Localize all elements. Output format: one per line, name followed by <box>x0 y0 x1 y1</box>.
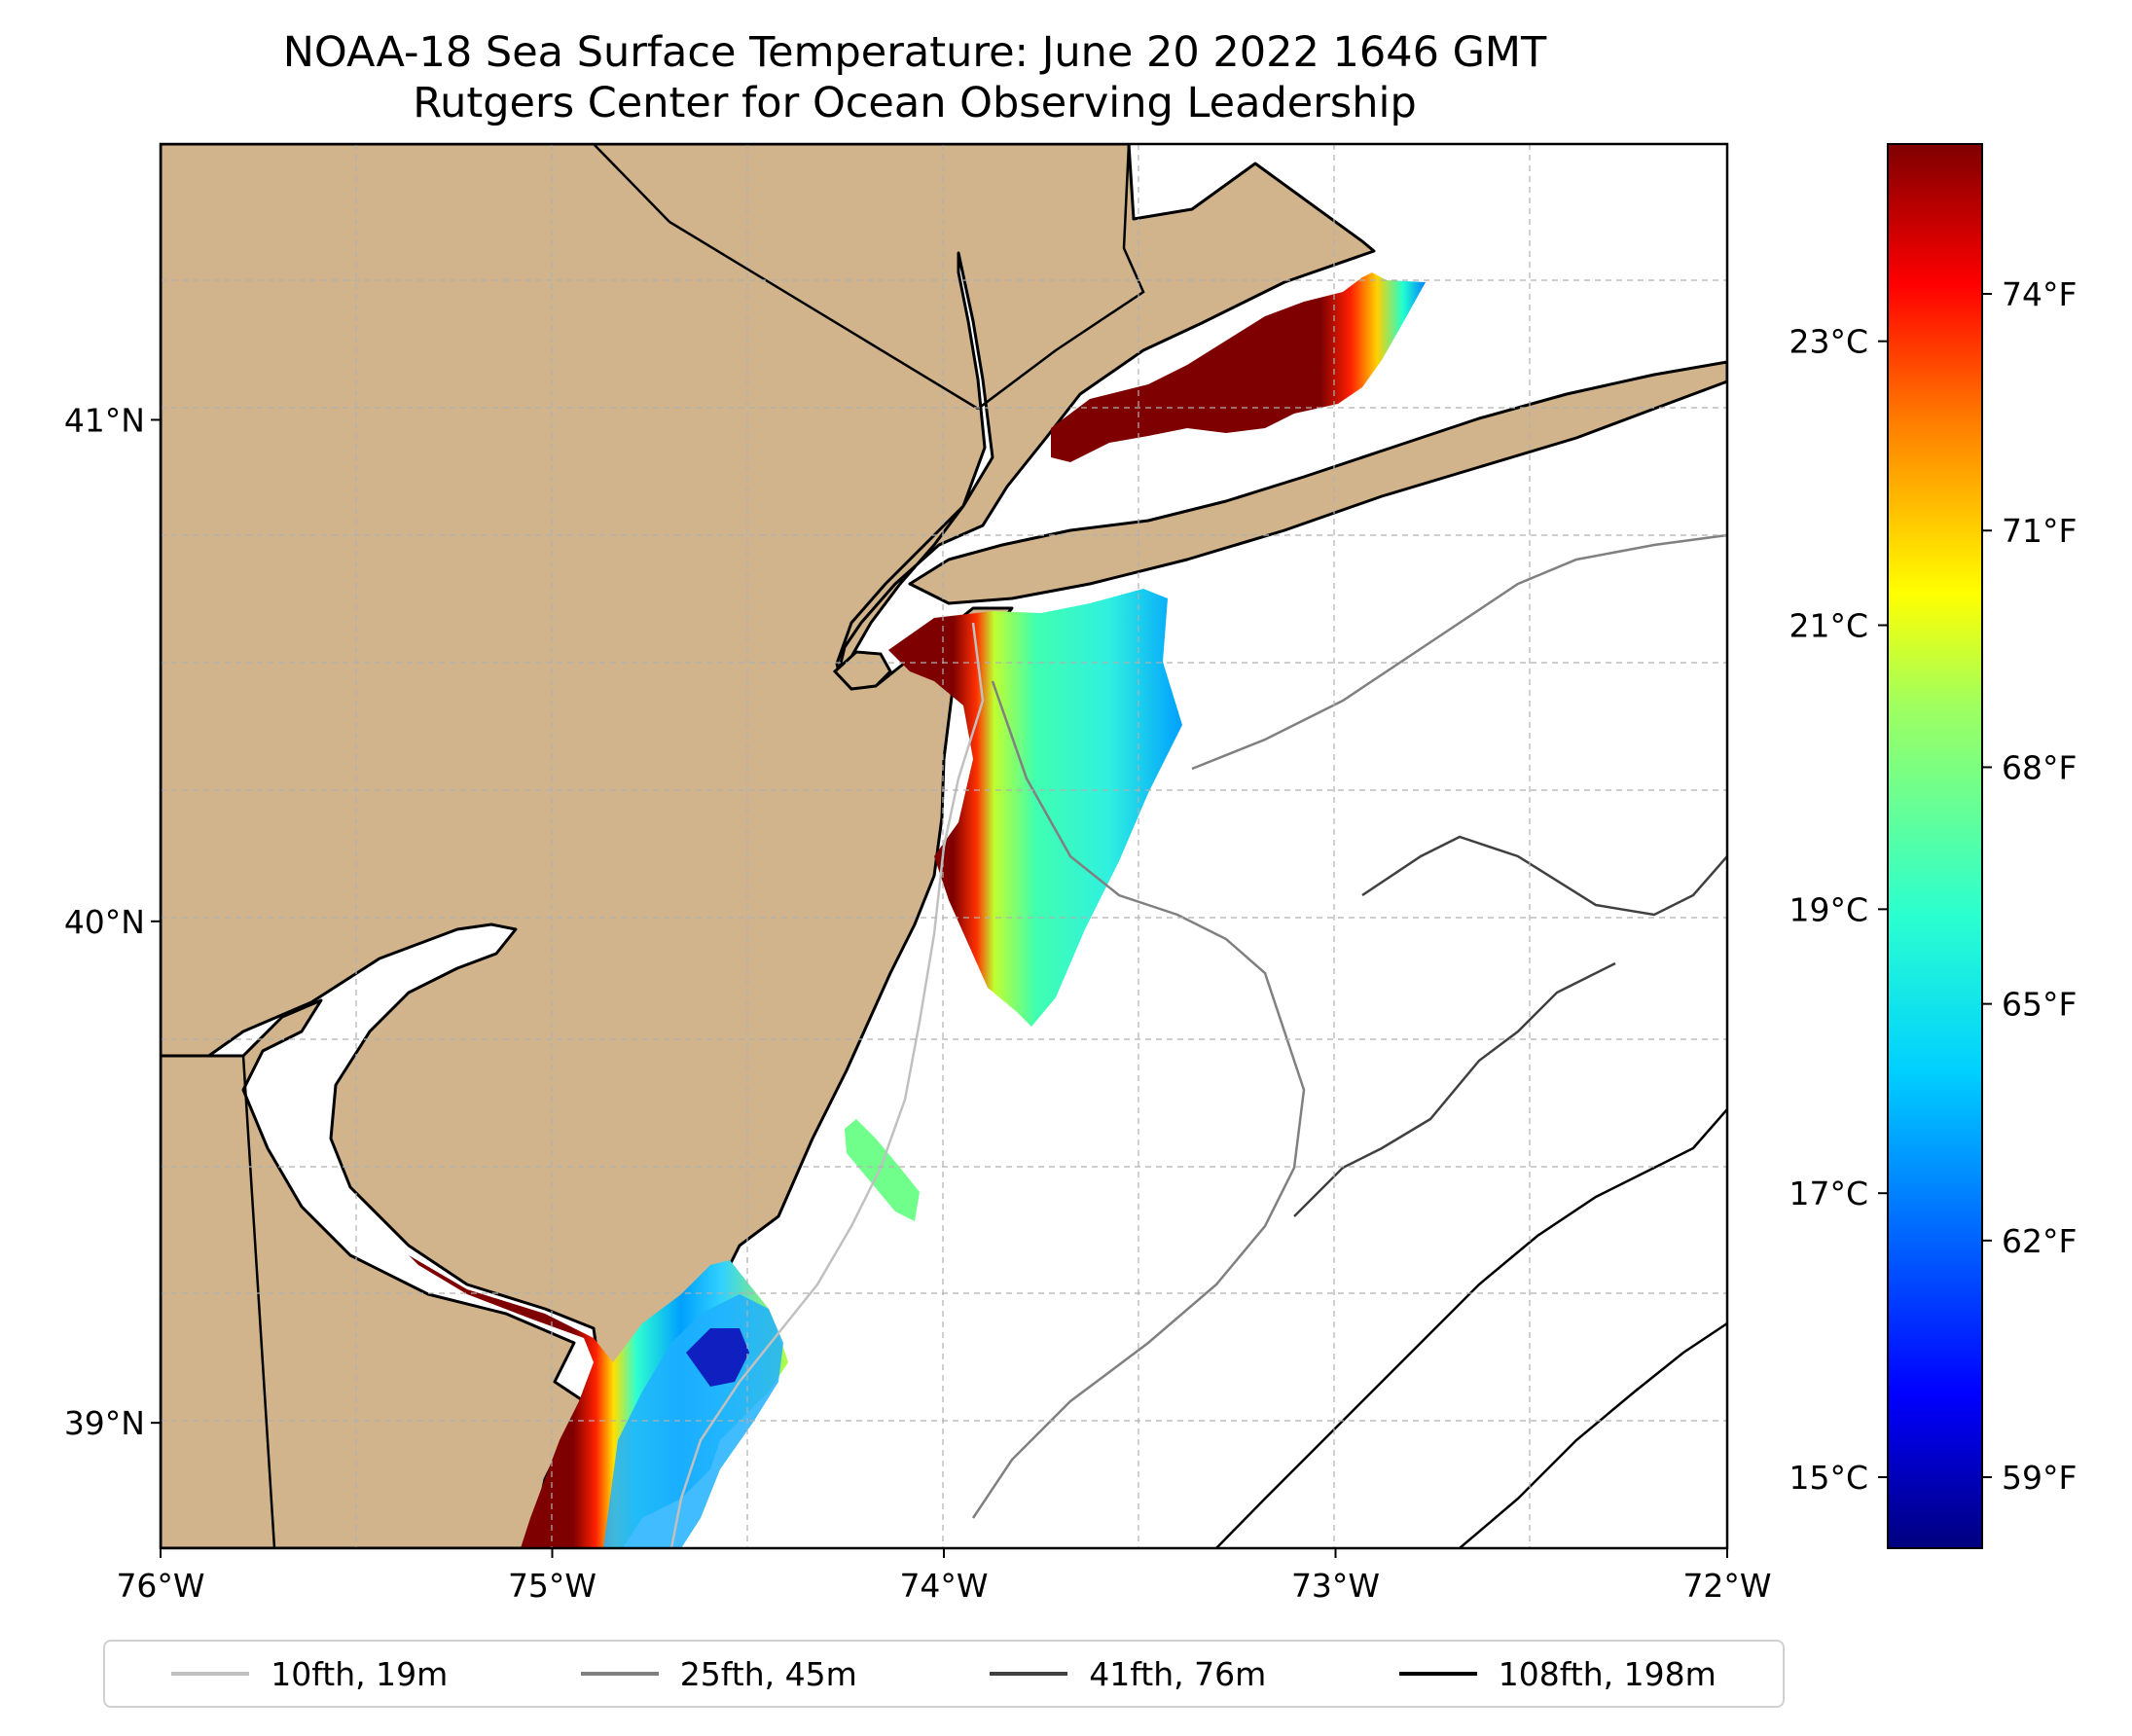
isobath-198m-offshore <box>1459 1321 1727 1548</box>
border-ny-pa <box>593 144 670 223</box>
legend-item-76m: 41fth, 76m <box>990 1655 1266 1693</box>
legend-label: 108fth, 198m <box>1498 1654 1716 1693</box>
lat-axis: 39°N 40°N 41°N <box>64 401 161 1442</box>
celsius-tick-label: 19°C <box>1789 890 1868 928</box>
colorbar-celsius-axis: 15°C 17°C 19°C 21°C 23°C <box>1789 323 1888 1497</box>
legend-item-198m: 108fth, 198m <box>1398 1654 1716 1693</box>
land-long-island <box>908 360 1727 605</box>
legend-label: 41fth, 76m <box>1089 1654 1267 1693</box>
legend-item-45m: 25fth, 45m <box>580 1654 857 1693</box>
lon-tick-label: 75°W <box>508 1567 596 1605</box>
lon-tick-label: 76°W <box>116 1567 204 1605</box>
colorbar-fahrenheit-axis: 59°F 62°F 65°F 68°F 71°F 74°F <box>1982 275 2077 1497</box>
border-de-md <box>161 1054 276 1548</box>
fahrenheit-tick-label: 71°F <box>2002 512 2077 550</box>
isobaths <box>669 533 1727 1548</box>
isobath-legend: 10fth, 19m 25fth, 45m 41fth, 76m 108fth,… <box>103 1640 1785 1708</box>
land-staten-island <box>832 650 892 691</box>
isobath-45m <box>971 680 1306 1519</box>
isobath-76m <box>1361 835 1727 917</box>
sst-nj-coastal-patch <box>845 1119 920 1221</box>
sst-long-island-sound <box>1051 272 1426 462</box>
lat-tick-label: 41°N <box>64 401 145 439</box>
lat-tick-label: 40°N <box>64 903 145 941</box>
legend-item-19m: 10fth, 19m <box>171 1655 448 1693</box>
legend-swatch <box>171 1672 250 1676</box>
celsius-tick-label: 21°C <box>1789 607 1868 645</box>
legend-swatch <box>990 1672 1068 1676</box>
isobath-76m-south <box>1293 961 1616 1217</box>
isobath-45m-east <box>1191 533 1727 771</box>
legend-label: 10fth, 19m <box>271 1654 449 1693</box>
legend-swatch <box>580 1672 659 1676</box>
title-line-2: Rutgers Center for Ocean Observing Leade… <box>413 79 1417 127</box>
lon-tick-label: 74°W <box>899 1567 988 1605</box>
colorbar <box>1887 143 1983 1549</box>
fahrenheit-tick-label: 68°F <box>2002 748 2077 786</box>
border-ny-ct <box>977 144 1145 410</box>
land-mainland <box>161 144 1376 1548</box>
sst-ny-bight <box>888 589 1182 1027</box>
legend-label: 25fth, 45m <box>679 1654 857 1693</box>
isobath-19m <box>669 622 985 1548</box>
state-borders <box>161 144 1145 1548</box>
map-panel <box>161 144 1727 1548</box>
fahrenheit-tick-label: 74°F <box>2002 275 2077 313</box>
sst-delaware-cold-core <box>686 1328 749 1387</box>
celsius-tick-label: 17°C <box>1789 1175 1868 1212</box>
title-line-1: NOAA-18 Sea Surface Temperature: June 20… <box>282 28 1547 77</box>
border-ny-nj <box>669 220 979 411</box>
lon-axis: 76°W 75°W 74°W 73°W 72°W <box>116 1548 1772 1605</box>
fahrenheit-tick-label: 65°F <box>2002 986 2077 1024</box>
lon-tick-label: 72°W <box>1682 1567 1771 1605</box>
legend-swatch <box>1398 1672 1477 1676</box>
lon-tick-label: 73°W <box>1291 1567 1380 1605</box>
lat-tick-label: 39°N <box>64 1404 145 1442</box>
celsius-tick-label: 15°C <box>1789 1459 1868 1497</box>
fahrenheit-tick-label: 59°F <box>2002 1459 2077 1497</box>
fahrenheit-tick-label: 62°F <box>2002 1222 2077 1260</box>
chart-title: NOAA-18 Sea Surface Temperature: June 20… <box>0 27 1829 128</box>
gridlines <box>161 144 1727 1548</box>
celsius-tick-label: 23°C <box>1789 323 1868 361</box>
isobath-198m <box>1215 1108 1727 1548</box>
